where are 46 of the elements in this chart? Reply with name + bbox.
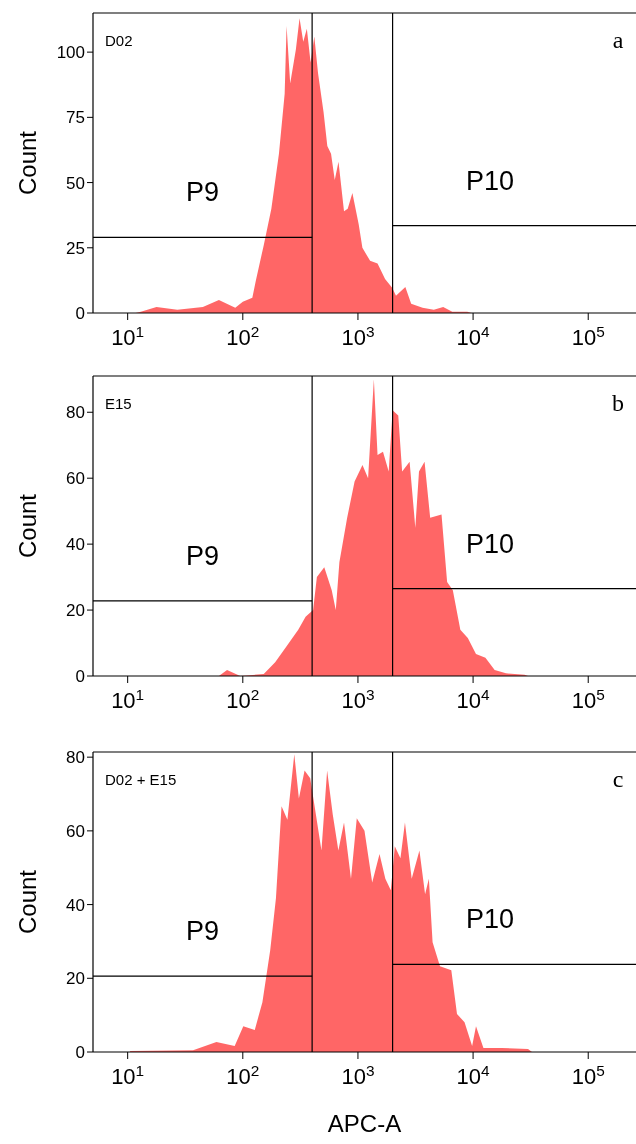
text: D02: [105, 32, 133, 49]
x-tick-label: 10$^{5}$: [571, 685, 605, 713]
y-tick-label: 20: [66, 601, 85, 621]
series-label: P9: [186, 540, 220, 571]
y-axis-title: Count: [14, 493, 41, 559]
text: E15: [105, 395, 132, 412]
y-tick-label: 0: [75, 1042, 85, 1062]
series-label: P10: [465, 904, 514, 935]
annotation: a: [612, 27, 624, 53]
y-tick-label: 100: [56, 43, 85, 63]
x-tick-label: 10$^{4}$: [456, 322, 491, 350]
x-tick-label: 10$^{2}$: [226, 685, 260, 713]
y-tick-label: 0: [75, 666, 85, 686]
y-tick-label: 75: [66, 108, 85, 128]
x-axis-title: APC-A: [327, 1110, 402, 1137]
x-tick-label: 10$^{3}$: [341, 685, 375, 713]
y-tick-label: 25: [66, 238, 85, 258]
y-tick-label: 80: [66, 748, 85, 768]
y-axis-title: Count: [14, 869, 41, 935]
y-axis-title: Count: [14, 130, 41, 196]
x-tick-label: 10$^{5}$: [571, 1061, 605, 1089]
series-label: P9: [186, 916, 220, 947]
text: D02 + E15: [105, 771, 177, 788]
x-tick-label: 10$^{4}$: [456, 685, 491, 713]
y-tick-label: 60: [66, 821, 85, 841]
x-tick-label: 10$^{1}$: [111, 685, 145, 713]
series-label: P9: [186, 177, 220, 208]
y-tick-label: 40: [66, 895, 85, 915]
series-label: P10: [465, 528, 514, 559]
x-tick-label: 10$^{4}$: [456, 1061, 491, 1089]
x-tick-label: 10$^{2}$: [226, 322, 260, 350]
y-tick-label: 40: [66, 535, 85, 555]
x-tick-label: 10$^{5}$: [571, 322, 605, 350]
annotation: c: [612, 766, 624, 792]
series-label: P10: [465, 165, 514, 196]
annotation: b: [612, 390, 624, 416]
y-tick-label: 20: [66, 969, 85, 989]
x-tick-label: 10$^{2}$: [226, 1061, 260, 1089]
y-tick-label: 0: [75, 303, 85, 323]
x-tick-label: 10$^{1}$: [111, 1061, 145, 1089]
y-tick-label: 80: [66, 403, 85, 423]
y-tick-label: 60: [66, 469, 85, 489]
y-tick-label: 50: [66, 173, 85, 193]
x-tick-label: 10$^{3}$: [341, 322, 375, 350]
x-tick-label: 10$^{3}$: [341, 1061, 375, 1089]
x-tick-label: 10$^{1}$: [111, 322, 145, 350]
